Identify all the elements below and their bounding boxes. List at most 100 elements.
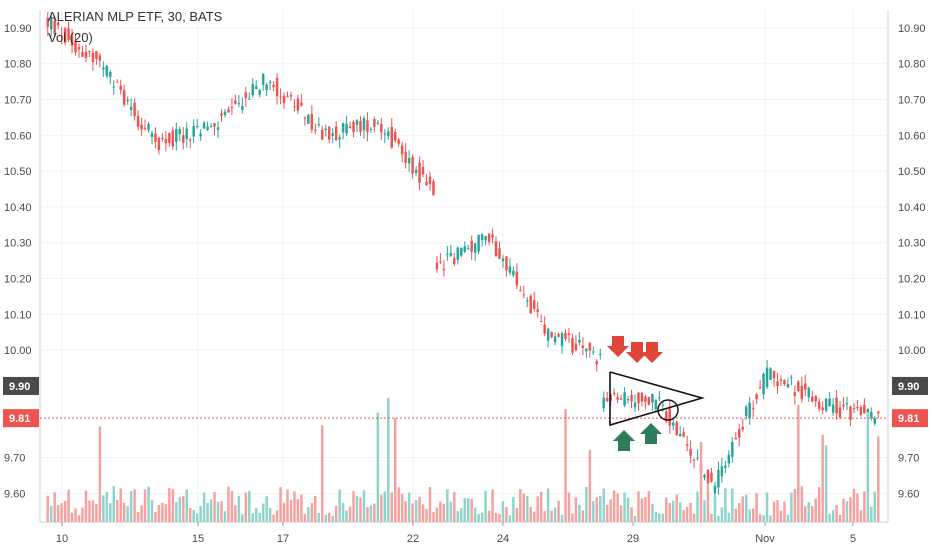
candle-body bbox=[553, 336, 557, 343]
candle-body bbox=[164, 139, 168, 144]
candle-body bbox=[731, 441, 734, 457]
volume-bar bbox=[303, 513, 307, 522]
candle-body bbox=[185, 128, 188, 140]
candle-body bbox=[738, 429, 741, 438]
candle-body bbox=[550, 331, 553, 338]
candle-body bbox=[473, 243, 477, 253]
volume-indicator-label[interactable]: Vol (20) bbox=[48, 30, 93, 45]
candle-body bbox=[275, 78, 279, 97]
volume-bar bbox=[567, 492, 571, 522]
candle-body bbox=[519, 290, 522, 292]
candle-body bbox=[241, 106, 244, 110]
volume-bar bbox=[505, 506, 508, 522]
candle-body bbox=[334, 126, 338, 141]
volume-bar bbox=[748, 509, 751, 522]
candle-body bbox=[668, 408, 671, 426]
candle-body bbox=[147, 123, 150, 131]
candle-body bbox=[460, 247, 463, 256]
volume-bar bbox=[126, 506, 129, 522]
volume-bar bbox=[446, 489, 449, 522]
candle-body bbox=[206, 126, 209, 130]
volume-bar bbox=[786, 514, 790, 522]
volume-bar bbox=[574, 497, 578, 522]
candle-body bbox=[758, 387, 762, 389]
volume-bar bbox=[237, 495, 241, 522]
candle-body bbox=[859, 406, 863, 415]
volume-bar bbox=[348, 506, 352, 522]
volume-bar bbox=[296, 499, 300, 522]
volume-bar bbox=[682, 510, 685, 522]
volume-bar bbox=[581, 510, 585, 522]
candle-body bbox=[710, 472, 713, 482]
volume-bar bbox=[498, 514, 501, 522]
volume-bar bbox=[275, 510, 279, 522]
candle-body bbox=[366, 120, 369, 133]
volume-bar bbox=[772, 501, 776, 522]
candle-body bbox=[178, 129, 182, 135]
volume-bar bbox=[81, 507, 84, 522]
volume-bar bbox=[56, 505, 60, 522]
candle-body bbox=[390, 126, 393, 148]
volume-bar bbox=[783, 501, 786, 522]
volume-bar bbox=[310, 503, 314, 522]
volume-bar bbox=[724, 488, 727, 522]
volume-bar bbox=[421, 504, 425, 522]
candle-body bbox=[838, 407, 842, 418]
volume-bar bbox=[845, 501, 849, 522]
volume-bar bbox=[651, 504, 654, 522]
candle-body bbox=[435, 262, 439, 270]
candle-body bbox=[592, 351, 595, 353]
volume-bar bbox=[640, 498, 644, 522]
volume-bar bbox=[560, 514, 564, 522]
candle-body bbox=[512, 270, 515, 276]
candle-body bbox=[453, 257, 456, 264]
candle-body bbox=[623, 392, 626, 406]
volume-bar bbox=[557, 500, 560, 522]
candle-body bbox=[675, 422, 678, 435]
candle-body bbox=[150, 133, 154, 138]
volume-bar bbox=[317, 513, 321, 522]
volume-bar bbox=[612, 490, 616, 522]
volume-bar bbox=[592, 500, 595, 522]
volume-bar bbox=[790, 492, 793, 522]
candle-body bbox=[129, 107, 133, 110]
volume-bar bbox=[637, 491, 640, 522]
volume-bar bbox=[633, 515, 637, 522]
candle-body bbox=[355, 120, 359, 125]
volume-bar bbox=[390, 492, 393, 522]
volume-bar bbox=[442, 503, 446, 522]
chart-title[interactable]: ALERIAN MLP ETF, 30, BATS bbox=[48, 9, 223, 24]
candle-body bbox=[466, 247, 470, 249]
candle-body bbox=[824, 398, 828, 411]
candle-body bbox=[678, 433, 682, 437]
volume-bar bbox=[133, 489, 136, 522]
candle-body bbox=[751, 408, 755, 410]
volume-bar bbox=[209, 499, 213, 522]
volume-bar bbox=[449, 501, 453, 522]
volume-bar bbox=[668, 503, 671, 522]
x-tick-label: 29 bbox=[627, 533, 639, 545]
candle-body bbox=[126, 99, 129, 102]
volume-bar bbox=[831, 510, 835, 522]
candle-body bbox=[341, 123, 345, 133]
volume-bar bbox=[168, 487, 171, 522]
volume-bar bbox=[863, 491, 866, 522]
volume-bar bbox=[407, 492, 411, 522]
candle-body bbox=[640, 392, 644, 402]
volume-bar bbox=[182, 496, 185, 522]
volume-bar bbox=[779, 510, 783, 522]
candle-body bbox=[407, 158, 411, 164]
volume-bar bbox=[672, 500, 675, 522]
volume-bar bbox=[626, 497, 630, 522]
volume-bar bbox=[102, 495, 105, 522]
candle-body bbox=[658, 397, 661, 399]
volume-bar bbox=[63, 500, 67, 522]
y-tick-label-left: 10.90 bbox=[4, 23, 32, 35]
candle-body bbox=[713, 485, 717, 494]
volume-bar bbox=[143, 489, 147, 522]
volume-bar bbox=[731, 488, 734, 522]
volume-bar bbox=[150, 500, 154, 522]
volume-bar bbox=[515, 507, 519, 522]
candle-body bbox=[102, 67, 105, 70]
